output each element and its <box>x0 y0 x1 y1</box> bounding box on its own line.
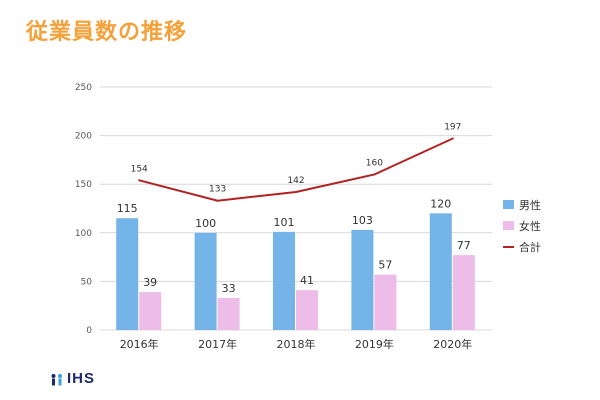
y-tick-label: 0 <box>86 326 92 336</box>
data-label-male: 103 <box>352 214 373 227</box>
logo-text: IHS <box>67 370 96 387</box>
bar-male <box>429 213 452 330</box>
data-label-female: 57 <box>378 259 392 272</box>
data-label-female: 33 <box>222 282 236 295</box>
bar-female <box>374 274 397 330</box>
bar-male <box>116 218 139 330</box>
data-label-female: 41 <box>300 274 314 287</box>
point-total <box>373 173 376 176</box>
point-total <box>451 137 454 140</box>
bar-male <box>194 232 217 330</box>
data-label-total: 160 <box>366 158 383 168</box>
data-label-total: 142 <box>287 176 304 186</box>
y-tick-label: 250 <box>75 83 92 93</box>
data-label-male: 101 <box>274 216 295 229</box>
legend-label-male: 男性 <box>519 198 541 212</box>
page-title: 従業員数の推移 <box>26 20 188 45</box>
data-label-total: 197 <box>444 123 461 133</box>
x-tick-label: 2020年 <box>433 337 472 351</box>
bar-male <box>273 231 295 330</box>
bar-female <box>452 255 475 330</box>
bar-female <box>296 290 318 330</box>
y-tick-label: 100 <box>75 229 92 239</box>
legend-label-total: 合計 <box>519 240 541 254</box>
data-label-total: 133 <box>209 185 226 195</box>
legend-swatch-female <box>503 221 514 230</box>
y-tick-label: 150 <box>75 180 92 190</box>
bar-female <box>217 297 240 330</box>
bar-male <box>351 229 374 330</box>
x-tick-label: 2018年 <box>277 337 316 351</box>
x-tick-label: 2016年 <box>120 337 159 351</box>
x-tick-label: 2019年 <box>355 337 394 351</box>
point-total <box>216 199 219 202</box>
y-tick-label: 50 <box>81 277 93 287</box>
data-label-male: 120 <box>430 197 451 210</box>
bar-female <box>139 292 162 330</box>
y-tick-label: 200 <box>75 132 92 142</box>
legend-label-female: 女性 <box>519 219 541 233</box>
x-tick-label: 2017年 <box>198 337 237 351</box>
legend-swatch-male <box>503 200 514 209</box>
data-label-male: 115 <box>117 202 138 215</box>
data-label-total: 154 <box>131 164 148 174</box>
data-label-male: 100 <box>195 217 216 230</box>
point-total <box>295 190 297 193</box>
data-label-female: 77 <box>457 239 471 252</box>
point-total <box>138 179 141 182</box>
company-logo: IHS <box>50 370 95 387</box>
data-label-female: 39 <box>143 276 157 289</box>
ihs-logo-mark-icon <box>51 373 62 385</box>
